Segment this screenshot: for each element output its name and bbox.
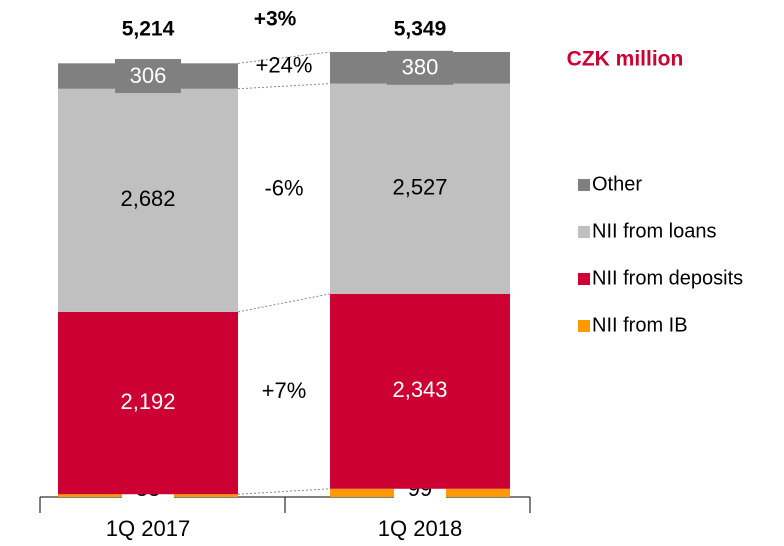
- connector: [237, 51, 331, 64]
- value-label: 380: [402, 55, 439, 80]
- label-box: [387, 50, 453, 85]
- change-label: +7%: [262, 378, 307, 403]
- legend-swatch: [578, 226, 590, 238]
- legend-swatch: [578, 320, 590, 332]
- change-label: -6%: [264, 175, 303, 200]
- bar-segment: [58, 88, 238, 312]
- connector: [237, 83, 331, 90]
- bar-segment: [330, 293, 510, 489]
- bar-segment: [330, 83, 510, 294]
- unit-label: CZK million: [567, 48, 684, 71]
- label-box: [115, 59, 181, 94]
- x-tick-label: 1Q 2017: [106, 516, 190, 541]
- legend-label: Other: [592, 173, 642, 195]
- x-tick-label: 1Q 2018: [378, 516, 462, 541]
- value-label: 2,682: [120, 186, 175, 211]
- legend-swatch: [578, 179, 590, 191]
- legend-swatch: [578, 273, 590, 285]
- change-label: +24%: [256, 53, 313, 78]
- bar-segment: [58, 311, 238, 495]
- value-label: 2,192: [120, 389, 175, 414]
- legend-label: NII from deposits: [592, 267, 743, 289]
- legend-label: NII from IB: [592, 314, 688, 336]
- legend-label: NII from loans: [592, 220, 716, 242]
- value-label: 2,343: [392, 377, 447, 402]
- connector: [237, 488, 331, 495]
- value-label: 306: [130, 63, 167, 88]
- value-label: 2,527: [392, 175, 447, 200]
- total-label: 5,214: [122, 18, 175, 41]
- total-change: +3%: [254, 8, 297, 31]
- connector: [237, 293, 331, 313]
- total-label: 5,349: [394, 18, 447, 41]
